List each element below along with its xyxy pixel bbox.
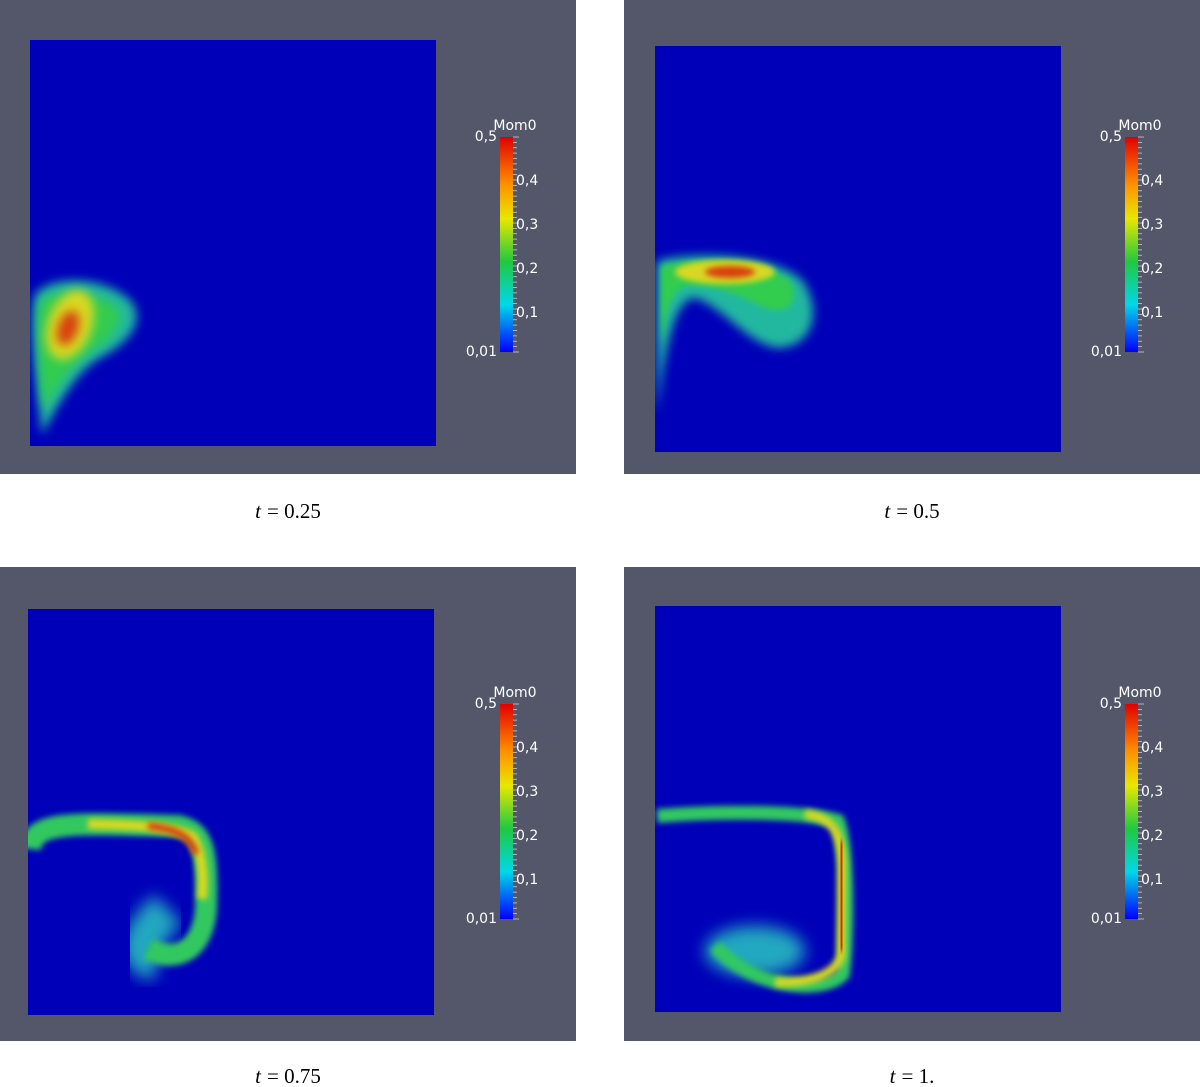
field-blob bbox=[87, 819, 208, 900]
caption-text: = 1. bbox=[902, 1064, 935, 1087]
caption: t = 0.75 bbox=[255, 1064, 321, 1087]
colorbar-label: 0,01 bbox=[466, 911, 497, 927]
colorbar-label: 0,01 bbox=[1091, 344, 1122, 360]
colorbar-title: Mom0 bbox=[1118, 118, 1161, 134]
colorbar bbox=[1125, 704, 1138, 919]
field-blob bbox=[661, 261, 794, 346]
colorbar-title: Mom0 bbox=[493, 118, 536, 134]
colorbar-label: 0,3 bbox=[1141, 217, 1163, 233]
colorbar bbox=[500, 704, 513, 919]
caption-text: = 0.25 bbox=[267, 499, 321, 523]
colorbar bbox=[1125, 137, 1138, 352]
field bbox=[28, 813, 218, 981]
caption: t = 0.5 bbox=[884, 499, 939, 523]
colorbar-label: 0,1 bbox=[1141, 872, 1163, 888]
colorbar-label: 0,2 bbox=[1141, 261, 1163, 277]
caption-symbol: t bbox=[255, 1064, 262, 1087]
colorbar-label: 0,5 bbox=[1100, 129, 1122, 145]
caption: t = 0.25 bbox=[255, 499, 321, 523]
colorbar-label: 0,1 bbox=[516, 872, 538, 888]
colorbar-label: 0,2 bbox=[1141, 828, 1163, 844]
field bbox=[657, 255, 814, 416]
colorbar bbox=[500, 137, 513, 352]
field bbox=[32, 280, 137, 435]
domain bbox=[28, 609, 434, 1015]
colorbar-label: 0,5 bbox=[1100, 696, 1122, 712]
field-blob bbox=[56, 310, 80, 346]
colorbar-label: 0,01 bbox=[1091, 911, 1122, 927]
colorbar-label: 0,4 bbox=[1141, 740, 1163, 756]
colorbar-label: 0,4 bbox=[516, 740, 538, 756]
field-blob bbox=[774, 809, 847, 987]
colorbar-label: 0,3 bbox=[516, 217, 538, 233]
caption-symbol: t bbox=[255, 499, 262, 523]
colorbar-label: 0,2 bbox=[516, 828, 538, 844]
colorbar-label: 0,1 bbox=[1141, 305, 1163, 321]
colorbar-label: 0,01 bbox=[466, 344, 497, 360]
domain bbox=[30, 40, 436, 446]
caption-text: = 0.5 bbox=[896, 499, 939, 523]
colorbar-label: 0,5 bbox=[475, 696, 497, 712]
colorbar-label: 0,4 bbox=[1141, 173, 1163, 189]
colorbar-label: 0,5 bbox=[475, 129, 497, 145]
caption-text: = 0.75 bbox=[267, 1064, 321, 1087]
colorbar-label: 0,4 bbox=[516, 173, 538, 189]
colorbar-label: 0,3 bbox=[516, 784, 538, 800]
colorbar-title: Mom0 bbox=[1118, 685, 1161, 701]
colorbar-label: 0,2 bbox=[516, 261, 538, 277]
caption: t = 1. bbox=[890, 1064, 935, 1087]
domain bbox=[655, 46, 1061, 452]
field-blob bbox=[705, 266, 755, 278]
colorbar-label: 0,3 bbox=[1141, 784, 1163, 800]
colorbar-title: Mom0 bbox=[493, 685, 536, 701]
field-blob bbox=[147, 822, 200, 856]
caption-symbol: t bbox=[890, 1064, 897, 1087]
colorbar-label: 0,1 bbox=[516, 305, 538, 321]
field-blob bbox=[837, 840, 846, 952]
field bbox=[656, 805, 854, 993]
caption-symbol: t bbox=[884, 499, 891, 523]
